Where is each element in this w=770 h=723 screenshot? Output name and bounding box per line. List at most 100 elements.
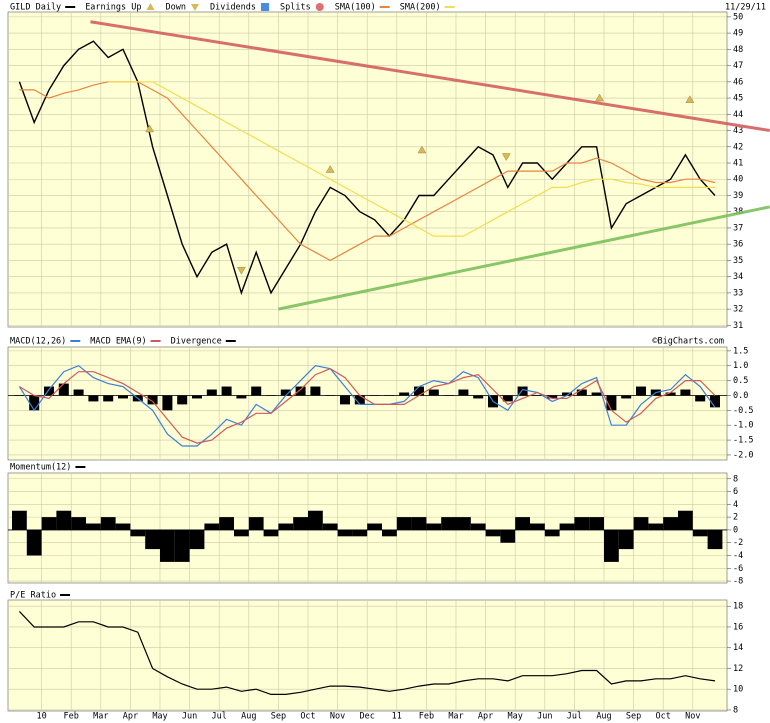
bar	[710, 395, 720, 408]
bar	[399, 392, 410, 396]
bar	[562, 392, 572, 396]
y-tick-label: 45	[733, 94, 743, 104]
bar	[396, 517, 412, 530]
bar	[559, 523, 575, 530]
x-tick-label: Aug	[596, 712, 611, 722]
bar	[308, 510, 323, 530]
earnings-marker	[417, 145, 427, 154]
bar	[621, 395, 632, 399]
y-tick-label: -2	[733, 538, 743, 548]
bar	[367, 523, 382, 530]
earnings-marker	[236, 266, 246, 275]
bar	[470, 523, 486, 530]
earnings-marker	[685, 95, 695, 103]
plot	[8, 510, 727, 562]
trendline	[278, 205, 770, 311]
legend-label: Dividends	[210, 3, 256, 13]
y-tick-label: 0.5	[733, 376, 748, 386]
x-tick-label: Nov	[685, 712, 700, 722]
y-tick-label: 46	[733, 77, 743, 87]
plot	[18, 610, 716, 695]
legend-label: Splits	[280, 3, 311, 13]
legend-label: MACD(12,26)	[10, 337, 66, 347]
bar	[502, 395, 513, 402]
bar	[517, 386, 528, 396]
legend-swatch	[190, 4, 199, 11]
bar	[234, 529, 249, 537]
bar	[500, 529, 516, 543]
bar	[665, 392, 676, 396]
bar	[322, 523, 338, 530]
bar	[147, 395, 158, 405]
legend-label: Divergence	[171, 337, 222, 347]
bar	[576, 389, 587, 396]
x-tick-label: Jun	[182, 712, 197, 722]
x-tick-label: Jul	[212, 712, 227, 722]
y-tick-label: 31	[733, 321, 743, 331]
bar	[692, 529, 708, 537]
line	[108, 81, 715, 237]
x-tick-label: Feb	[419, 712, 434, 722]
legend-swatch	[315, 3, 324, 11]
bar	[574, 517, 590, 530]
trendline	[90, 20, 770, 133]
y-tick-label: 18	[733, 602, 743, 612]
y-tick-label: 0	[733, 525, 738, 535]
y-tick-label: -8	[733, 577, 743, 587]
bar	[485, 529, 501, 537]
bar	[56, 510, 72, 530]
bar	[221, 386, 232, 396]
y-tick-label: 35	[733, 256, 743, 266]
legend-label: Momentum(12)	[10, 463, 71, 473]
bar	[473, 395, 484, 399]
bar	[707, 529, 723, 550]
y-tick-label: 6	[733, 487, 738, 497]
bar	[162, 395, 173, 411]
bar	[695, 395, 706, 402]
bar	[204, 523, 220, 530]
x-tick-label: 10	[36, 712, 46, 722]
y-tick-label: 12	[733, 664, 743, 674]
line	[18, 40, 716, 296]
bar	[295, 386, 306, 396]
bar	[278, 523, 294, 530]
legend-label: SMA(100)	[335, 3, 376, 13]
x-tick-label: 11	[392, 712, 402, 722]
y-tick-label: 0.0	[733, 391, 748, 401]
bar	[382, 529, 397, 537]
y-tick-label: 32	[733, 305, 743, 315]
x-tick-label: May	[508, 712, 523, 722]
bar	[589, 517, 604, 530]
bar	[248, 517, 264, 530]
bar	[426, 523, 442, 530]
y-tick-label: 2	[733, 513, 738, 523]
y-tick-label: -1.0	[733, 421, 753, 431]
plot	[18, 40, 716, 296]
legend-label: MACD EMA(9)	[90, 337, 146, 347]
bar	[544, 529, 560, 537]
x-tick-label: Sep	[626, 712, 641, 722]
x-tick-label: Dec	[360, 712, 375, 722]
bar	[206, 389, 217, 396]
legend-label: P/E Ratio	[10, 591, 56, 601]
bar	[663, 517, 678, 530]
y-tick-label: 16	[733, 622, 743, 632]
credit: ©BigCharts.com	[652, 337, 724, 347]
bar	[115, 523, 131, 530]
legend-label: SMA(200)	[400, 3, 441, 13]
y-tick-label: 47	[733, 61, 743, 71]
bar	[280, 389, 291, 396]
bar	[354, 395, 365, 405]
bar	[414, 386, 424, 396]
y-tick-label: 36	[733, 240, 743, 250]
y-tick-label: 34	[733, 272, 743, 282]
bar	[352, 529, 368, 537]
bar	[530, 523, 545, 530]
bar	[515, 517, 530, 530]
bar	[648, 523, 664, 530]
bar	[177, 395, 188, 405]
bar	[100, 517, 116, 530]
y-tick-label: 4	[733, 500, 738, 510]
bar	[310, 386, 321, 396]
